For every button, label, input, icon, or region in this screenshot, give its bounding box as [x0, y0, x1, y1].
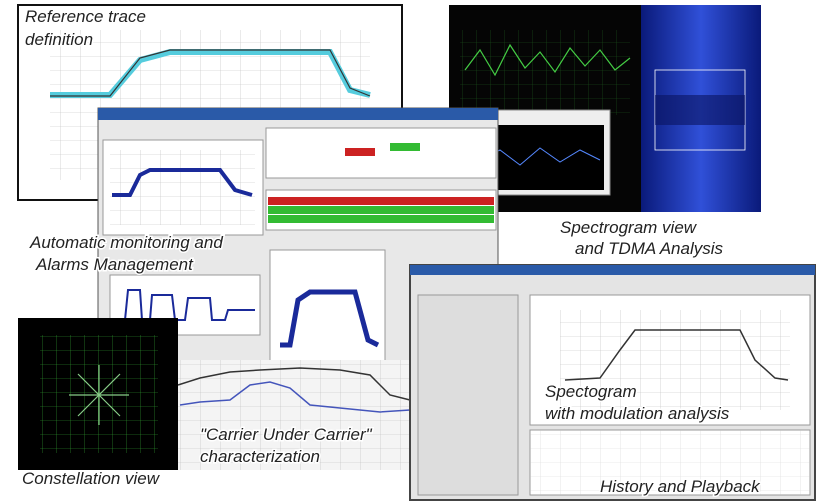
label: History and Playback [600, 477, 761, 496]
constellation-panel [18, 318, 178, 470]
label: definition [25, 30, 93, 49]
label: with modulation analysis [545, 404, 730, 423]
label: Reference trace [25, 7, 146, 26]
label: and TDMA Analysis [575, 239, 724, 258]
label: Spectogram [545, 382, 637, 401]
label: Automatic monitoring and [29, 233, 223, 252]
label: characterization [200, 447, 320, 466]
label: "Carrier Under Carrier" [200, 425, 373, 444]
label: Alarms Management [35, 255, 194, 274]
label: Constellation view [22, 469, 161, 488]
label: Spectrogram view [560, 218, 698, 237]
collage: Reference trace definition Automatic mon… [0, 0, 817, 502]
